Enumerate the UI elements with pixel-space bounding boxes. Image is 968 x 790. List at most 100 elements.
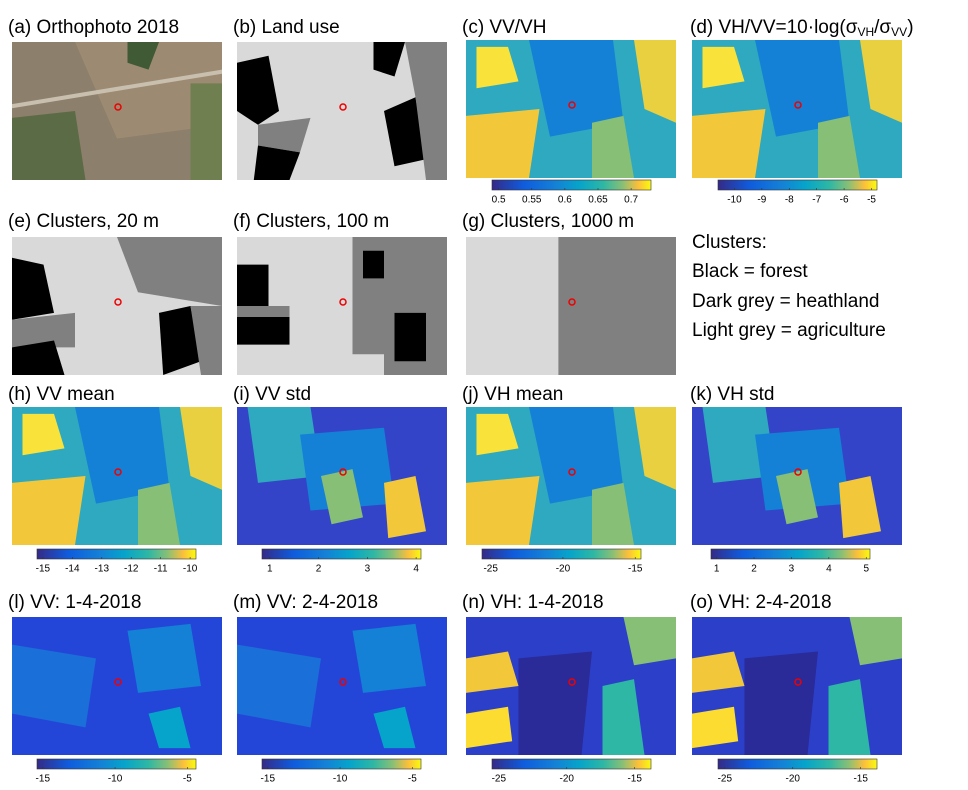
image-region — [12, 111, 86, 180]
image-region — [237, 55, 279, 125]
colorbar-tick-label: -25 — [718, 774, 733, 785]
image-region — [237, 644, 321, 728]
image-region — [148, 706, 191, 749]
image-region — [190, 83, 222, 180]
panel-image — [466, 237, 676, 375]
colorbar-tick-label: -5 — [183, 774, 192, 785]
colorbar-tick-label: -25 — [483, 564, 498, 575]
location-marker — [339, 678, 347, 686]
image-region — [744, 651, 818, 755]
image-region — [623, 617, 676, 666]
image-region — [529, 40, 624, 137]
panel-image — [237, 407, 447, 545]
location-marker — [794, 101, 802, 109]
colorbar-tick-label: -15 — [853, 774, 868, 785]
panel-image — [692, 407, 902, 545]
image-region — [776, 469, 818, 525]
colorbar-tick-label: 0.7 — [624, 195, 638, 206]
image-region — [466, 651, 519, 693]
location-marker — [114, 468, 122, 476]
image-region — [839, 476, 881, 539]
panel-title: (l) VV: 1-4-2018 — [8, 592, 141, 613]
colorbar-tick-label: -12 — [124, 564, 139, 575]
panel-title: (g) Clusters, 1000 m — [462, 211, 634, 232]
colorbar — [717, 758, 878, 770]
image-region — [12, 476, 86, 545]
panel-title: (k) VH std — [690, 384, 774, 405]
colorbar — [261, 758, 422, 770]
colorbar-tick-label: -6 — [840, 195, 849, 206]
location-marker — [339, 298, 347, 306]
colorbar-tick-label: -5 — [408, 774, 417, 785]
image-region — [466, 109, 540, 178]
image-region — [321, 469, 363, 525]
image-region — [692, 109, 766, 178]
panel-title: (f) Clusters, 100 m — [233, 211, 389, 232]
image-region — [12, 644, 96, 728]
colorbar-tick-label: -10 — [333, 774, 348, 785]
colorbar-tick-label: -20 — [786, 774, 801, 785]
panel-image — [466, 407, 676, 545]
image-region — [363, 250, 384, 279]
image-region — [602, 679, 645, 755]
panel-title: (c) VV/VH — [462, 17, 546, 38]
colorbar-tick-label: 2 — [316, 564, 322, 575]
colorbar-tick-label: 0.55 — [522, 195, 542, 206]
image-region — [159, 306, 201, 375]
panel-title: (j) VH mean — [462, 384, 563, 405]
panel-title: (n) VH: 1-4-2018 — [462, 592, 604, 613]
panel-image — [466, 617, 676, 755]
colorbar-tick-label: -15 — [36, 564, 51, 575]
location-marker — [568, 101, 576, 109]
image-region — [702, 407, 776, 483]
legend-item: Light grey = agriculture — [692, 320, 886, 341]
location-marker — [114, 103, 122, 111]
title-part: ) — [907, 17, 913, 38]
panel-title: (h) VV mean — [8, 384, 115, 405]
colorbar-tick-label: -13 — [95, 564, 110, 575]
image-region — [352, 354, 384, 375]
colorbar-tick-label: -25 — [492, 774, 507, 785]
image-region — [405, 42, 447, 180]
image-region — [12, 340, 65, 375]
colorbar — [36, 548, 197, 560]
image-region — [818, 115, 860, 178]
image-region — [258, 117, 311, 153]
image-region — [592, 115, 634, 178]
colorbar — [481, 548, 642, 560]
legend-item: Dark grey = heathland — [692, 291, 879, 312]
colorbar — [491, 179, 652, 191]
image-region — [476, 46, 519, 89]
panel-image — [237, 237, 447, 375]
panel-image — [237, 42, 447, 180]
title-part: /σ — [874, 17, 891, 38]
colorbar-tick-label: 3 — [789, 564, 795, 575]
legend-heading: Clusters: — [692, 232, 767, 253]
image-region — [702, 46, 745, 89]
image-region — [849, 617, 902, 666]
colorbar-tick-label: -15 — [36, 774, 51, 785]
image-region — [127, 42, 159, 70]
image-region — [300, 427, 395, 511]
image-region — [127, 623, 201, 693]
image-region — [529, 407, 624, 504]
colorbar-tick-label: 1 — [267, 564, 273, 575]
panel-title: (o) VH: 2-4-2018 — [690, 592, 832, 613]
colorbar-tick-label: 3 — [365, 564, 371, 575]
image-region — [592, 482, 634, 545]
colorbar-tick-label: 4 — [826, 564, 832, 575]
colorbar-tick-label: -10 — [727, 195, 742, 206]
panel-image — [12, 42, 222, 180]
image-region — [558, 237, 676, 375]
image-region — [518, 651, 592, 755]
colorbar-tick-label: -8 — [785, 195, 794, 206]
image-region — [117, 237, 222, 306]
colorbar — [717, 179, 878, 191]
image-region — [466, 476, 540, 545]
panel-image — [12, 237, 222, 375]
colorbar-tick-label: 5 — [863, 564, 869, 575]
image-region — [476, 413, 519, 456]
panel-title: (d) VH/VV=10·log(σVH/σVV) — [690, 17, 914, 39]
image-region — [75, 42, 222, 139]
image-region — [138, 482, 180, 545]
